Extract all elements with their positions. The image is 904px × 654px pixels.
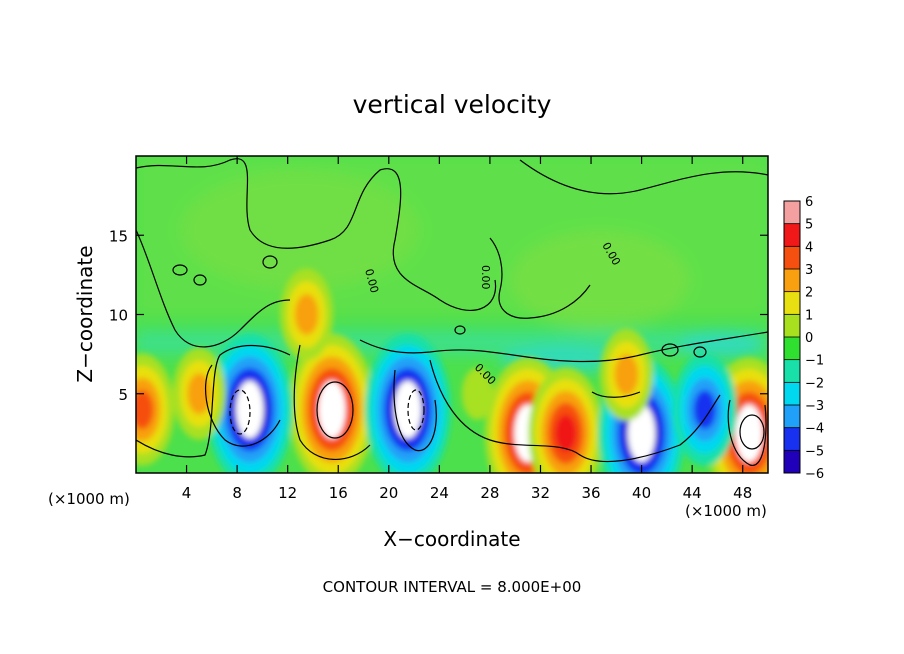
x-tick-label: 20 bbox=[379, 484, 398, 502]
colorbar-segment bbox=[784, 246, 800, 269]
colorbar-tick-label: 6 bbox=[805, 195, 813, 210]
contour-line bbox=[359, 331, 768, 363]
colorbar-tick-label: 0 bbox=[805, 331, 813, 346]
contour-lines bbox=[136, 158, 768, 466]
y-tick-label: 10 bbox=[109, 307, 128, 325]
contour-line bbox=[229, 389, 251, 435]
contour-line bbox=[193, 274, 207, 286]
upper-shading bbox=[136, 156, 768, 374]
contour-line bbox=[407, 389, 425, 431]
colorbar-tick-label: −3 bbox=[805, 399, 824, 414]
updraft-core bbox=[318, 380, 346, 439]
contour-line bbox=[727, 399, 767, 466]
updraft-level bbox=[461, 367, 493, 420]
x-tick-label: 40 bbox=[632, 484, 651, 502]
x-tick-label: 4 bbox=[182, 484, 192, 502]
updraft-level bbox=[294, 294, 319, 335]
x-tick-label: 24 bbox=[430, 484, 449, 502]
y-tick-label: 15 bbox=[109, 227, 128, 245]
colorbar-segment bbox=[784, 337, 800, 360]
downdraft-core bbox=[627, 404, 656, 463]
colorbar-tick-label: 3 bbox=[805, 263, 813, 278]
feature-layer bbox=[136, 268, 768, 473]
contour-line bbox=[519, 159, 768, 195]
x-axis-label: X−coordinate bbox=[383, 527, 520, 551]
colorbar-segment bbox=[784, 450, 800, 473]
contour-line bbox=[293, 344, 371, 460]
colorbar-tick-label: −1 bbox=[805, 354, 824, 369]
colorbar-tick-label: −6 bbox=[805, 467, 824, 482]
colorbar: 6 5 4 3 2 1 0 −1 −2 −3 −4 −5 −6 bbox=[783, 195, 824, 482]
x-tick-label: 12 bbox=[278, 484, 297, 502]
contour-line bbox=[316, 381, 354, 439]
colorbar-tick-label: 1 bbox=[805, 308, 813, 323]
downdraft-core bbox=[394, 380, 422, 439]
y-axis-label: Z−coordinate bbox=[73, 245, 97, 382]
colorbar-tick-label: 5 bbox=[805, 218, 813, 233]
colorbar-segment bbox=[784, 359, 800, 383]
colorbar-segment bbox=[784, 269, 800, 292]
contour-line bbox=[136, 158, 497, 311]
x-tick-label: 44 bbox=[683, 484, 702, 502]
contour-line bbox=[591, 391, 641, 398]
contour-line bbox=[136, 229, 291, 348]
updraft-level bbox=[555, 414, 577, 453]
colorbar-segment bbox=[784, 382, 800, 405]
colorbar-segment bbox=[784, 201, 800, 224]
contour-label: 0.00 bbox=[362, 267, 381, 294]
contour-line bbox=[739, 414, 765, 450]
contour-line bbox=[136, 344, 291, 458]
x-unit-label-left: (×1000 m) bbox=[48, 490, 130, 508]
contour-line bbox=[205, 364, 281, 447]
contour-line bbox=[393, 369, 437, 452]
plot-area: 0.00 0.00 0.00 0.00 bbox=[136, 156, 768, 473]
downdraft-cell bbox=[364, 333, 451, 473]
updraft-cell bbox=[288, 333, 375, 473]
chart-title: vertical velocity bbox=[353, 90, 552, 119]
colorbar-tick-label: −5 bbox=[805, 444, 824, 459]
downdraft-cell bbox=[672, 353, 737, 466]
contour-line bbox=[262, 255, 278, 269]
contour-line bbox=[489, 237, 591, 319]
updraft-core bbox=[735, 404, 763, 463]
updraft-cell bbox=[599, 328, 653, 421]
x-tick-label: 16 bbox=[329, 484, 348, 502]
updraft-level bbox=[136, 390, 154, 430]
colorbar-segment bbox=[784, 223, 800, 247]
downdraft-level bbox=[693, 390, 716, 430]
colorbar-segment bbox=[784, 405, 800, 428]
contour-label: 0.00 bbox=[479, 265, 492, 290]
x-axis: 4 8 12 16 20 24 28 32 36 40 44 48 bbox=[182, 156, 752, 502]
colorbar-tick-label: −4 bbox=[805, 422, 824, 437]
contour-line bbox=[661, 343, 679, 357]
contour-interval-footer: CONTOUR INTERVAL = 8.000E+00 bbox=[323, 578, 582, 596]
colorbar-tick-label: 4 bbox=[805, 240, 813, 255]
colorbar-tick-label: −2 bbox=[805, 376, 824, 391]
x-tick-label: 32 bbox=[531, 484, 550, 502]
x-tick-label: 36 bbox=[581, 484, 600, 502]
x-tick-label: 48 bbox=[733, 484, 752, 502]
colorbar-tick-label: 2 bbox=[805, 286, 813, 301]
y-tick-label: 5 bbox=[118, 386, 128, 404]
downdraft-cell bbox=[206, 333, 293, 473]
colorbar-segment bbox=[784, 427, 800, 451]
updraft-cell bbox=[528, 367, 604, 473]
updraft-cell bbox=[280, 268, 334, 361]
updraft-level bbox=[614, 354, 639, 396]
x-tick-label: 28 bbox=[480, 484, 499, 502]
contour-line bbox=[172, 264, 188, 276]
colorbar-segment bbox=[784, 291, 800, 315]
colorbar-segment bbox=[784, 314, 800, 337]
x-tick-label: 8 bbox=[232, 484, 242, 502]
y-axis: 5 10 15 bbox=[109, 227, 768, 404]
contour-line bbox=[454, 325, 466, 335]
contour-line bbox=[429, 359, 721, 463]
x-unit-label-right: (×1000 m) bbox=[685, 502, 767, 520]
contour-line bbox=[693, 346, 707, 358]
updraft-cell bbox=[136, 353, 175, 466]
updraft-cell bbox=[461, 367, 493, 420]
